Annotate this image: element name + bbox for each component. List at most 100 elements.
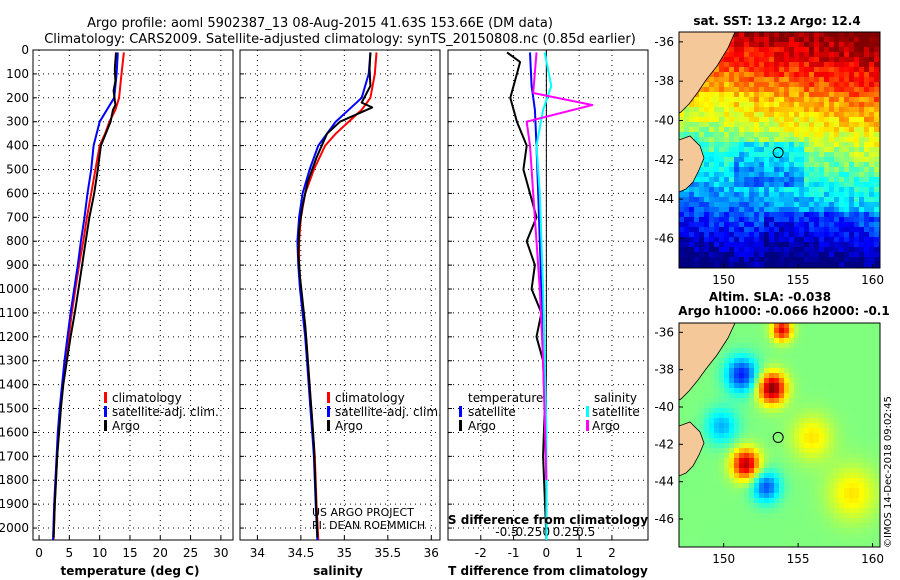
heatmap-cell <box>699 177 705 183</box>
heatmap-cell <box>724 257 730 263</box>
heatmap-cell <box>784 132 790 138</box>
heatmap-cell <box>774 518 780 524</box>
heatmap-cell <box>799 77 805 83</box>
heatmap-cell <box>724 538 730 544</box>
heatmap-cell <box>844 42 850 48</box>
heatmap-cell <box>814 127 820 133</box>
heatmap-cell <box>784 478 790 484</box>
heatmap-cell <box>859 483 865 489</box>
heatmap-cell <box>804 488 810 494</box>
heatmap-cell <box>874 82 880 88</box>
heatmap-cell <box>799 403 805 409</box>
heatmap-cell <box>734 192 740 198</box>
heatmap-cell <box>819 333 825 339</box>
heatmap-cell <box>774 207 780 213</box>
heatmap-cell <box>809 47 815 53</box>
heatmap-cell <box>839 348 845 354</box>
heatmap-cell <box>824 197 830 203</box>
heatmap-cell <box>814 202 820 208</box>
heatmap-cell <box>779 423 785 429</box>
heatmap-cell <box>709 503 715 509</box>
heatmap-cell <box>814 473 820 479</box>
heatmap-cell <box>709 107 715 113</box>
legend-swatch-t-satellite <box>459 406 462 417</box>
heatmap-cell <box>804 498 810 504</box>
heatmap-cell <box>719 528 725 534</box>
heatmap-cell <box>714 368 720 374</box>
x-tick-label: 35 <box>337 546 352 560</box>
heatmap-cell <box>829 87 835 93</box>
heatmap-cell <box>774 343 780 349</box>
heatmap-cell <box>714 102 720 108</box>
heatmap-cell <box>769 488 775 494</box>
heatmap-cell <box>874 348 880 354</box>
heatmap-cell <box>814 363 820 369</box>
heatmap-cell <box>769 468 775 474</box>
heatmap-cell <box>759 448 765 454</box>
heatmap-cell <box>749 328 755 334</box>
heatmap-cell <box>834 333 840 339</box>
heatmap-cell <box>759 483 765 489</box>
heatmap-cell <box>734 117 740 123</box>
pressure-tick-label: 800 <box>6 234 29 248</box>
heatmap-cell <box>719 483 725 489</box>
heatmap-cell <box>684 217 690 223</box>
heatmap-cell <box>689 232 695 238</box>
heatmap-cell <box>844 478 850 484</box>
heatmap-cell <box>779 463 785 469</box>
heatmap-cell <box>759 428 765 434</box>
heatmap-cell <box>809 32 815 38</box>
heatmap-cell <box>734 157 740 163</box>
heatmap-cell <box>864 358 870 364</box>
heatmap-cell <box>799 378 805 384</box>
heatmap-cell <box>809 212 815 218</box>
heatmap-cell <box>814 438 820 444</box>
heatmap-cell <box>714 398 720 404</box>
heatmap-cell <box>719 518 725 524</box>
heatmap-cell <box>784 112 790 118</box>
heatmap-cell <box>729 423 735 429</box>
heatmap-cell <box>869 227 875 233</box>
heatmap-cell <box>764 177 770 183</box>
heatmap-cell <box>704 202 710 208</box>
heatmap-cell <box>804 87 810 93</box>
heatmap-cell <box>754 458 760 464</box>
heatmap-cell <box>709 378 715 384</box>
heatmap-cell <box>754 498 760 504</box>
heatmap-cell <box>854 503 860 509</box>
heatmap-cell <box>739 117 745 123</box>
heatmap-cell <box>769 408 775 414</box>
heatmap-cell <box>819 97 825 103</box>
heatmap-cell <box>719 443 725 449</box>
heatmap-cell <box>704 528 710 534</box>
heatmap-cell <box>679 202 685 208</box>
heatmap-cell <box>859 393 865 399</box>
heatmap-cell <box>789 167 795 173</box>
heatmap-cell <box>834 383 840 389</box>
heatmap-cell <box>734 468 740 474</box>
heatmap-cell <box>799 348 805 354</box>
heatmap-cell <box>724 142 730 148</box>
heatmap-cell <box>774 162 780 168</box>
heatmap-cell <box>849 388 855 394</box>
temperature-x-label: temperature (deg C) <box>61 564 200 578</box>
heatmap-cell <box>849 32 855 38</box>
heatmap-cell <box>834 92 840 98</box>
heatmap-cell <box>724 518 730 524</box>
temperature-x-ticks: 0 5 10 15 20 25 30 <box>35 546 228 560</box>
heatmap-cell <box>854 97 860 103</box>
heatmap-cell <box>794 373 800 379</box>
salinity-axes-frame <box>239 49 441 541</box>
heatmap-cell <box>774 147 780 153</box>
heatmap-cell <box>684 393 690 399</box>
heatmap-cell <box>824 348 830 354</box>
heatmap-cell <box>704 498 710 504</box>
heatmap-cell <box>749 428 755 434</box>
heatmap-cell <box>839 468 845 474</box>
heatmap-cell <box>794 518 800 524</box>
heatmap-cell <box>749 127 755 133</box>
heatmap-cell <box>794 162 800 168</box>
heatmap-cell <box>679 528 685 534</box>
heatmap-cell <box>839 227 845 233</box>
heatmap-cell <box>679 262 685 268</box>
